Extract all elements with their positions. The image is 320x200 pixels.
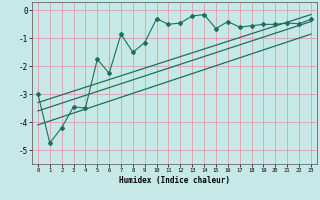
X-axis label: Humidex (Indice chaleur): Humidex (Indice chaleur) <box>119 176 230 185</box>
